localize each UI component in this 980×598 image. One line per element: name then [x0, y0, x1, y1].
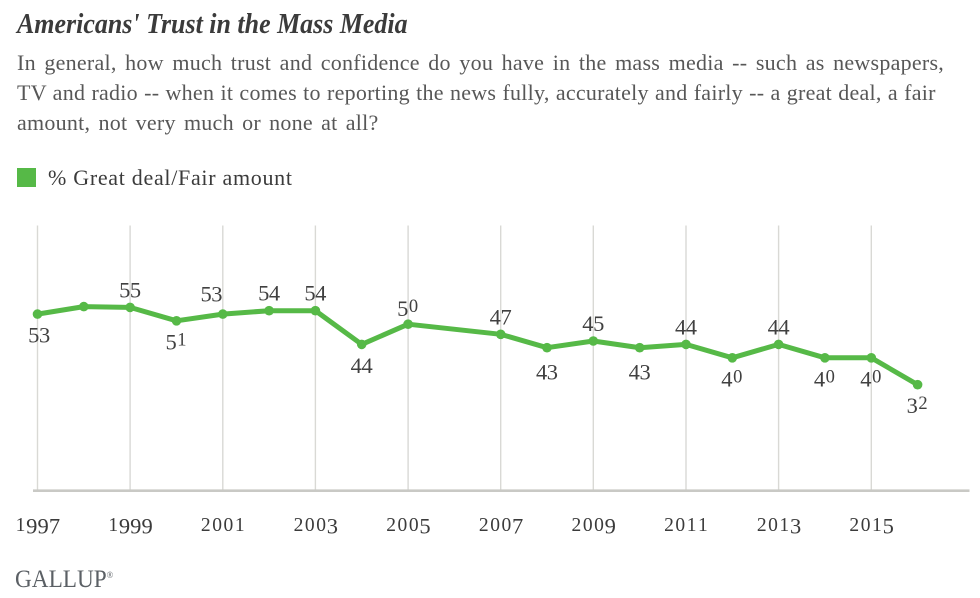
svg-text:0: 0	[316, 515, 326, 536]
svg-text:3: 3	[907, 393, 918, 418]
svg-text:9: 9	[605, 514, 616, 539]
svg-text:0: 0	[768, 515, 778, 536]
svg-text:7: 7	[49, 514, 60, 539]
svg-text:5: 5	[119, 277, 130, 302]
svg-text:1: 1	[698, 515, 708, 536]
svg-text:5: 5	[28, 323, 39, 348]
svg-text:9: 9	[130, 514, 141, 539]
svg-text:2: 2	[664, 515, 674, 536]
svg-text:5: 5	[304, 281, 315, 306]
svg-text:0: 0	[224, 515, 234, 536]
svg-text:0: 0	[212, 515, 222, 536]
svg-text:7: 7	[500, 304, 511, 329]
svg-text:0: 0	[733, 367, 742, 387]
svg-text:3: 3	[790, 514, 801, 539]
svg-text:9: 9	[119, 514, 130, 539]
svg-text:1: 1	[108, 515, 118, 536]
svg-text:4: 4	[582, 311, 593, 336]
svg-text:1: 1	[177, 330, 186, 350]
svg-text:1: 1	[16, 515, 26, 536]
svg-text:5: 5	[130, 277, 141, 302]
svg-text:1: 1	[872, 515, 882, 536]
svg-text:4: 4	[490, 304, 501, 329]
svg-text:0: 0	[502, 515, 512, 536]
svg-text:4: 4	[536, 360, 547, 385]
svg-text:4: 4	[814, 366, 825, 391]
svg-text:0: 0	[409, 515, 419, 536]
svg-text:4: 4	[315, 281, 326, 306]
svg-text:2: 2	[386, 515, 396, 536]
svg-text:4: 4	[629, 360, 640, 385]
svg-text:0: 0	[594, 515, 604, 536]
svg-text:2: 2	[572, 515, 582, 536]
svg-text:2: 2	[201, 515, 211, 536]
svg-text:2: 2	[294, 515, 304, 536]
svg-text:0: 0	[409, 297, 418, 317]
svg-text:9: 9	[37, 514, 48, 539]
svg-text:1: 1	[687, 515, 697, 536]
svg-text:4: 4	[860, 366, 871, 391]
svg-text:2: 2	[757, 515, 767, 536]
svg-text:1: 1	[779, 515, 789, 536]
svg-text:3: 3	[327, 514, 338, 539]
svg-text:4: 4	[778, 314, 789, 339]
svg-text:4: 4	[721, 366, 732, 391]
svg-text:5: 5	[397, 296, 408, 321]
svg-text:3: 3	[39, 323, 50, 348]
svg-text:2: 2	[849, 515, 859, 536]
svg-text:5: 5	[419, 514, 430, 539]
svg-text:5: 5	[593, 311, 604, 336]
svg-text:0: 0	[861, 515, 871, 536]
svg-text:9: 9	[141, 514, 152, 539]
svg-text:9: 9	[26, 514, 37, 539]
svg-text:3: 3	[211, 282, 222, 307]
svg-text:0: 0	[305, 515, 315, 536]
svg-text:3: 3	[547, 360, 558, 385]
svg-text:5: 5	[258, 281, 269, 306]
svg-text:4: 4	[351, 353, 362, 378]
svg-text:0: 0	[675, 515, 685, 536]
svg-text:4: 4	[269, 281, 280, 306]
svg-text:5: 5	[165, 329, 176, 354]
svg-text:4: 4	[361, 353, 372, 378]
svg-text:5: 5	[883, 514, 894, 539]
svg-text:0: 0	[490, 515, 500, 536]
svg-text:7: 7	[512, 514, 523, 539]
svg-text:3: 3	[639, 360, 650, 385]
svg-text:4: 4	[768, 314, 779, 339]
svg-text:2: 2	[918, 394, 927, 414]
svg-text:1: 1	[235, 515, 245, 536]
svg-text:4: 4	[686, 314, 697, 339]
svg-text:4: 4	[675, 314, 686, 339]
svg-text:0: 0	[872, 367, 881, 387]
svg-text:2: 2	[479, 515, 489, 536]
svg-text:0: 0	[398, 515, 408, 536]
svg-text:0: 0	[583, 515, 593, 536]
svg-text:5: 5	[200, 282, 211, 307]
svg-text:0: 0	[826, 367, 835, 387]
